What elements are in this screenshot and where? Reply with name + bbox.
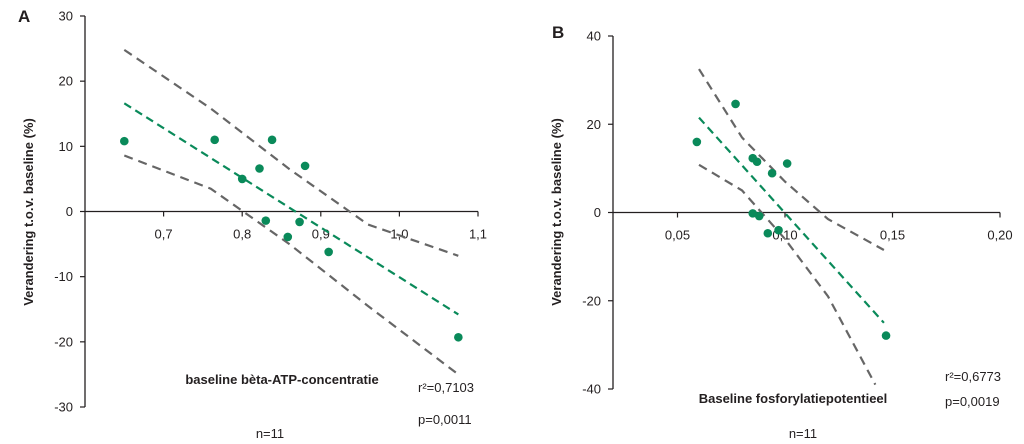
panel-b-data-point: [692, 137, 702, 147]
panel-a-x-tick-label: 0,9: [312, 227, 330, 242]
panel-a-data-point: [210, 135, 219, 145]
panel-a-n-label: n=11: [256, 426, 284, 441]
panel-b-data-point: [774, 225, 783, 235]
panel-b-x-axis-label: Baseline fosforylatiepotentieel: [699, 391, 888, 406]
panel-a-data-point: [255, 164, 264, 173]
panel-a-regression-line: [123, 102, 459, 316]
panel-a-y-tick-label: 10: [59, 139, 73, 154]
panel-a-y-tick-label: -30: [54, 400, 73, 415]
panel-a-x-tick-label: 0,8: [233, 227, 251, 242]
panel-a-y-tick-label: -20: [54, 334, 73, 349]
panel-b-n-label: n=11: [789, 426, 817, 441]
panel-a-data-point: [283, 232, 293, 242]
panel-b-y-tick-label: 40: [587, 29, 601, 44]
panel-a-data-point: [120, 136, 129, 146]
panel-a-y-tick-label: 30: [59, 9, 73, 24]
panel-a-y-tick-label: 20: [59, 74, 73, 89]
panel-b-label: B: [552, 23, 564, 42]
panel-a-x-tick-label: 1,1: [469, 227, 487, 242]
panel-a-ci-upper-line: [123, 48, 459, 257]
panel-b-data-point: [767, 168, 777, 178]
panel-b-data-point: [754, 211, 764, 221]
panel-b-x-tick-label: 0,05: [665, 228, 690, 243]
panel-b: B Verandering t.o.v. baseline (%) 40 20 0 -…: [549, 23, 1013, 441]
panel-b-regression-line: [698, 116, 885, 324]
panel-a: A Verandering t.o.v. baseline (%) 30 20 10…: [18, 7, 487, 441]
panel-a-r2-label: r²=0,7103: [418, 380, 474, 395]
panel-b-data-point: [731, 99, 740, 109]
panel-b-y-tick-label: -40: [582, 382, 601, 397]
panel-b-data-point: [782, 159, 792, 168]
panel-b-data-point: [763, 228, 773, 238]
panel-b-ci-lower-line: [698, 163, 877, 386]
panel-a-x-axis-label: baseline bèta-ATP-concentratie: [185, 372, 378, 387]
panel-a-y-tick-label: 0: [66, 204, 73, 219]
panel-a-label: A: [18, 7, 30, 26]
panel-a-x-tick-label: 1,0: [390, 227, 408, 242]
panel-b-ci-upper-line: [698, 68, 885, 251]
panel-a-data-point: [295, 217, 304, 227]
panel-a-data-point: [267, 135, 277, 145]
panel-b-r2-label: r²=0,6773: [945, 369, 1001, 384]
panel-b-y-tick-label: 0: [594, 205, 601, 220]
panel-b-y-tick-label: -20: [582, 293, 601, 308]
panel-a-data-point: [300, 161, 310, 171]
panel-a-data-point: [454, 332, 463, 342]
panel-b-y-tick-label: 20: [587, 117, 601, 132]
panel-b-y-axis-label: Verandering t.o.v. baseline (%): [549, 118, 564, 306]
panel-a-data-point: [237, 174, 247, 184]
panel-a-x-tick-label: 0,7: [155, 227, 173, 242]
panel-b-p-label: p=0,0019: [945, 394, 1000, 409]
panel-a-ci-lower-line: [123, 154, 459, 376]
panel-b-x-tick-label: 0,15: [880, 228, 905, 243]
panel-a-data-point: [324, 247, 333, 257]
panel-b-data-point: [748, 209, 758, 218]
panel-a-y-tick-label: -10: [54, 269, 73, 284]
panel-a-p-label: p=0,0011: [418, 412, 472, 427]
panel-b-data-point: [752, 157, 762, 167]
panel-b-data-point: [881, 331, 891, 340]
panel-b-x-tick-label: 0,20: [987, 228, 1012, 243]
panel-a-data-point: [261, 216, 271, 225]
panel-a-y-axis-label: Verandering t.o.v. baseline (%): [21, 118, 36, 306]
